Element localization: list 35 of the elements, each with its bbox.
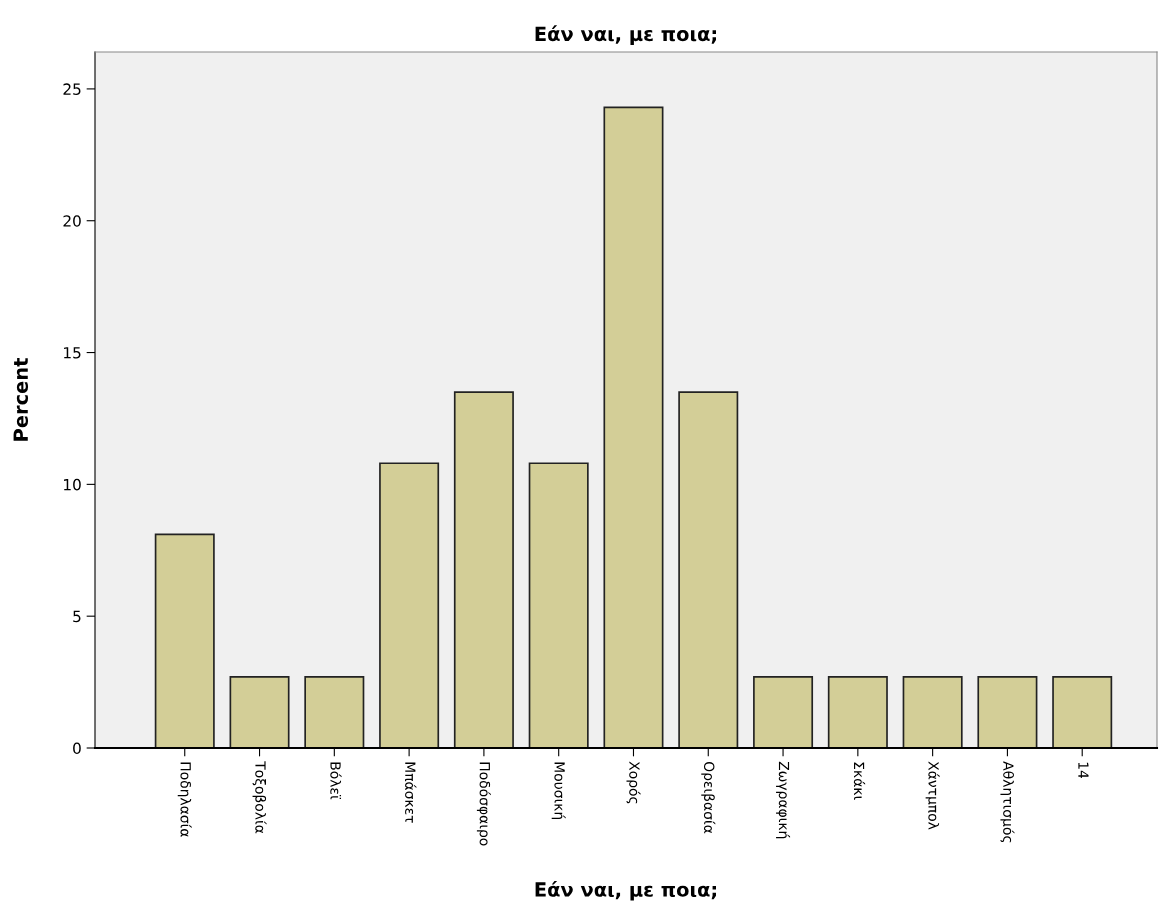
x-tick-label: Μπάσκετ bbox=[405, 762, 417, 823]
x-tick-label: Χάντμπολ bbox=[925, 761, 940, 830]
y-axis-title: Percent bbox=[13, 358, 29, 441]
y-tick-label: 10 bbox=[64, 478, 81, 491]
x-tick-label: Μουσική bbox=[551, 762, 566, 820]
x-tick-label: Ποδηλασία bbox=[177, 762, 192, 837]
bar bbox=[603, 106, 664, 748]
x-tick-label: Τοξοβολία bbox=[252, 761, 267, 834]
x-tick-label: Χορός bbox=[626, 761, 641, 804]
x-axis-title: Εάν ναι, με ποια; bbox=[535, 880, 716, 901]
x-tick-label: Αθλητισμός bbox=[1000, 761, 1015, 843]
bar bbox=[902, 675, 963, 748]
y-tick-label: 15 bbox=[64, 347, 81, 359]
bar bbox=[753, 675, 814, 748]
y-tick-label: 5 bbox=[73, 610, 81, 623]
y-tick-label: 0 bbox=[73, 742, 81, 755]
bar bbox=[304, 675, 365, 748]
bar bbox=[827, 675, 888, 748]
x-tick-label: Ζωγραφική bbox=[776, 761, 791, 839]
x-tick-label: Βόλεϊ bbox=[330, 762, 342, 800]
bar bbox=[977, 675, 1038, 748]
y-tick-label: 20 bbox=[63, 215, 81, 227]
x-tick-label: Ποδόσφαιρο bbox=[476, 762, 491, 846]
bar bbox=[379, 462, 440, 748]
bar bbox=[1052, 675, 1113, 748]
x-tick-label: Ορειβασία bbox=[701, 761, 716, 834]
bar bbox=[528, 462, 589, 748]
bar bbox=[154, 533, 215, 748]
y-tick-label: 25 bbox=[63, 83, 81, 95]
bar bbox=[678, 391, 739, 748]
bar bbox=[229, 675, 290, 748]
x-tick-label: 14 bbox=[1078, 762, 1089, 779]
bar bbox=[453, 391, 514, 748]
chart-title: Εάν ναι, με ποια; bbox=[535, 25, 716, 45]
x-tick-label: Σκάκι bbox=[853, 762, 866, 800]
